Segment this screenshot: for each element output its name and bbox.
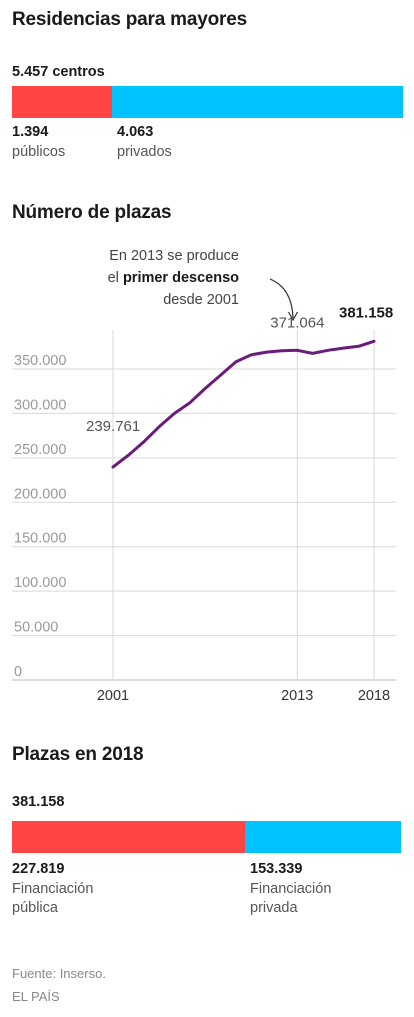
plazas2018-privada-value: 153.339 xyxy=(250,861,303,877)
plazas-chart-title: Número de plazas xyxy=(12,202,172,223)
plazas2018-bar xyxy=(12,821,401,853)
residencias-publicos-bar xyxy=(12,86,112,118)
plazas2018-privada-bar xyxy=(245,821,401,853)
source-note: Fuente: Inserso. xyxy=(12,966,106,981)
plazas-line-chart: 0 50.000 100.000 150.000 200.000 250.000 300.0… xyxy=(12,248,396,704)
annotation-line2-bold: primer descenso xyxy=(123,270,239,286)
brand-logo: EL PAÍS xyxy=(12,989,60,1004)
y-tick-label: 300.000 xyxy=(14,397,66,413)
annotation-line1: En 2013 se produce xyxy=(109,248,239,264)
plazas2018-publica-bar xyxy=(12,821,245,853)
y-tick-label: 0 xyxy=(14,664,22,680)
residencias-publicos-value: 1.394 xyxy=(12,124,49,140)
series-line xyxy=(111,339,376,469)
y-tick-label: 200.000 xyxy=(14,486,66,502)
residencias-title: Residencias para mayores xyxy=(12,9,247,30)
plazas2018-publica-label-2: pública xyxy=(12,900,58,916)
residencias-privados-value: 4.063 xyxy=(117,124,154,140)
plazas2018-total: 381.158 xyxy=(12,794,65,810)
data-label: 239.761 xyxy=(86,418,140,435)
y-tick-label: 50.000 xyxy=(14,620,58,636)
data-label: 381.158 xyxy=(339,304,393,321)
y-tick-label: 100.000 xyxy=(14,575,66,591)
data-label: 371.064 xyxy=(270,314,324,331)
residencias-privados-label: privados xyxy=(117,144,172,160)
residencias-privados-bar xyxy=(112,86,403,118)
residencias-bar xyxy=(12,86,403,118)
plazas2018-privada-label-1: Financiación xyxy=(250,881,332,897)
y-tick-label: 150.000 xyxy=(14,531,66,547)
annotation-arrow-head xyxy=(287,311,299,322)
x-tick-label: 2018 xyxy=(358,688,390,704)
plazas2018-title: Plazas en 2018 xyxy=(12,744,144,765)
x-tick-label: 2013 xyxy=(281,688,313,704)
plazas2018-publica-label-1: Financiación xyxy=(12,881,94,897)
x-tick-label: 2001 xyxy=(97,688,129,704)
annotation-line2: el primer descenso xyxy=(108,270,240,286)
plazas2018-publica-value: 227.819 xyxy=(12,861,65,877)
annotation-line2-pre: el xyxy=(108,270,123,286)
y-tick-label: 350.000 xyxy=(14,353,66,369)
residencias-total: 5.457 centros xyxy=(12,64,105,80)
annotation-line3: desde 2001 xyxy=(163,292,239,308)
y-tick-label: 250.000 xyxy=(14,442,66,458)
annotation-arrow xyxy=(269,278,294,319)
residencias-publicos-label: públicos xyxy=(12,144,66,160)
plazas2018-privada-label-2: privada xyxy=(250,900,298,916)
